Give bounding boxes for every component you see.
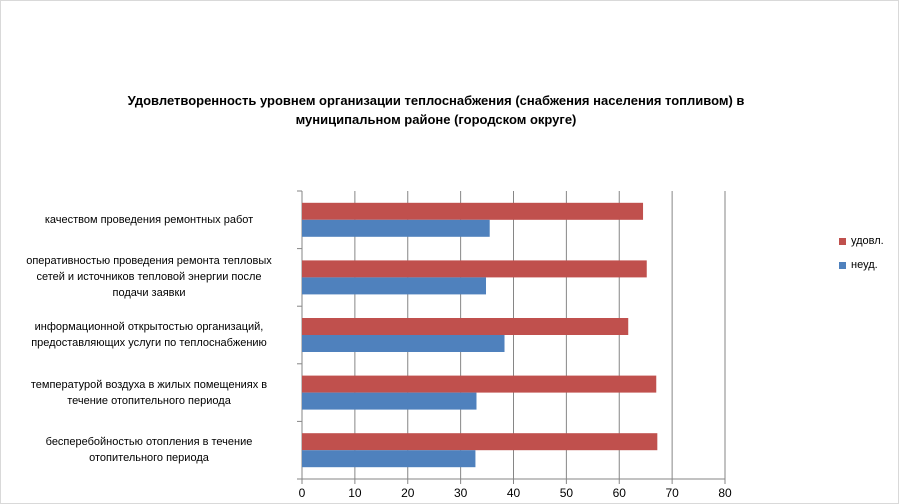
category-label-line: температурой воздуха в жилых помещениях … (30, 378, 268, 391)
chart-title: Удовлетворенность уровнем организации те… (91, 91, 781, 129)
x-tick-label-60: 60 (612, 486, 626, 500)
legend-item-neud: неуд. (839, 258, 884, 272)
legend-swatch-udovl (839, 237, 846, 245)
x-tick-label-70: 70 (665, 486, 679, 500)
bar-udovl-1 (302, 260, 647, 278)
legend: удовл. неуд. (839, 234, 884, 282)
x-tick-label-50: 50 (559, 486, 574, 500)
x-tick-label-80: 80 (718, 486, 732, 500)
legend-label-neud: неуд. (851, 259, 878, 271)
legend-swatch-neud (839, 261, 846, 269)
category-label-line: качеством проведения ремонтных работ (44, 213, 254, 226)
chart-title-line-2: муниципальном районе (городском округе) (295, 112, 577, 127)
x-tick-label-20: 20 (401, 486, 415, 500)
legend-label-udovl: удовл. (851, 235, 884, 247)
x-tick-label-30: 30 (453, 486, 468, 500)
bar-neud-4 (302, 450, 476, 468)
category-label-2: информационной открытостью организаций, п… (4, 319, 294, 351)
x-tick-label-40: 40 (506, 486, 521, 500)
chart-title-line-1: Удовлетворенность уровнем организации те… (127, 93, 745, 108)
category-label-line: предоставляющих услуги по теплоснабжению (31, 337, 267, 349)
category-label-3: температурой воздуха в жилых помещениях … (4, 377, 294, 409)
bar-neud-3 (302, 392, 477, 410)
category-label-line: течение отопительного периода (67, 394, 231, 407)
category-label-0: качеством проведения ремонтных работ (4, 212, 294, 228)
bar-neud-2 (302, 335, 505, 352)
bar-udovl-0 (302, 202, 644, 220)
category-label-4: бесперебойностью отопления в течение отоп… (4, 434, 294, 466)
category-label-1: оперативностью проведения ремонта теплов… (4, 253, 294, 301)
bar-udovl-3 (302, 375, 657, 393)
x-tick-label-10: 10 (348, 486, 362, 500)
category-label-line: информационной открытостью организаций, (34, 321, 264, 333)
legend-item-udovl: удовл. (839, 234, 884, 248)
bar-udovl-4 (302, 433, 658, 451)
category-label-line: сетей и источников тепловой энергии посл… (36, 271, 262, 284)
category-label-line: оперативностью проведения ремонта теплов… (26, 255, 272, 268)
category-label-line: отопительного периода (89, 452, 209, 465)
bar-udovl-2 (302, 318, 629, 335)
bar-neud-1 (302, 277, 487, 295)
category-label-line: подачи заявки (112, 287, 186, 300)
bar-neud-0 (302, 219, 490, 237)
x-tick-label-0: 0 (298, 486, 306, 500)
category-label-line: бесперебойностью отопления в течение (45, 436, 253, 449)
